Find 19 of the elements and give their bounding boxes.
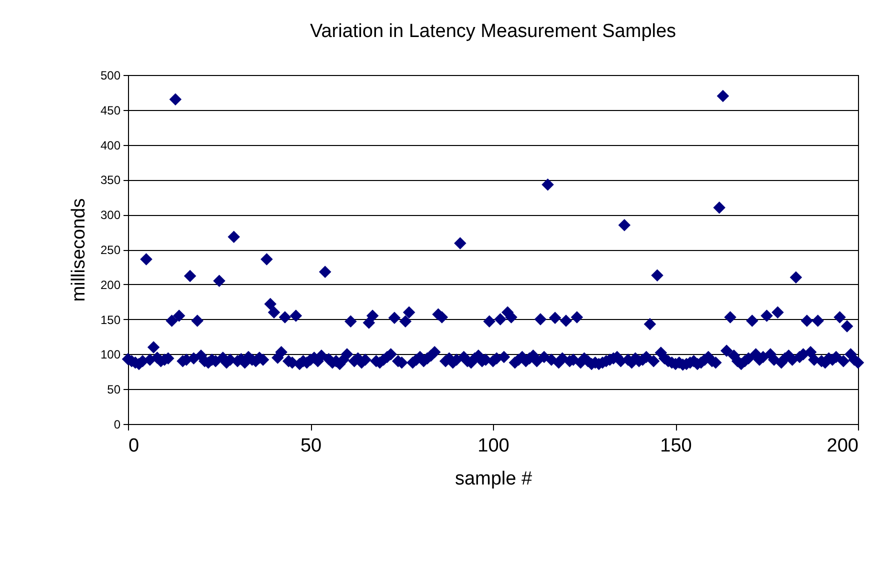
- y-tick-label: 350: [100, 173, 121, 188]
- y-tick-label: 300: [100, 208, 121, 222]
- x-tick-label: 50: [300, 436, 322, 456]
- y-tick-label: 0: [114, 418, 121, 432]
- y-tick-label: 500: [100, 68, 121, 82]
- chart-title: Variation in Latency Measurement Samples: [310, 21, 676, 42]
- x-tick-label: 0: [128, 436, 140, 456]
- x-tick-label: 100: [478, 436, 510, 456]
- x-tick-label: 200: [826, 436, 858, 456]
- y-tick-label: 100: [100, 348, 121, 362]
- y-tick-label: 250: [100, 243, 121, 257]
- y-tick-label: 150: [100, 312, 121, 327]
- y-tick-label: 200: [100, 278, 121, 292]
- y-tick-label: 450: [100, 103, 121, 118]
- x-axis-title: sample #: [454, 468, 532, 490]
- y-tick-label: 400: [100, 138, 121, 152]
- y-tick-label: 50: [107, 382, 121, 397]
- y-axis-title: milliseconds: [68, 198, 90, 302]
- x-tick-label: 150: [660, 436, 692, 456]
